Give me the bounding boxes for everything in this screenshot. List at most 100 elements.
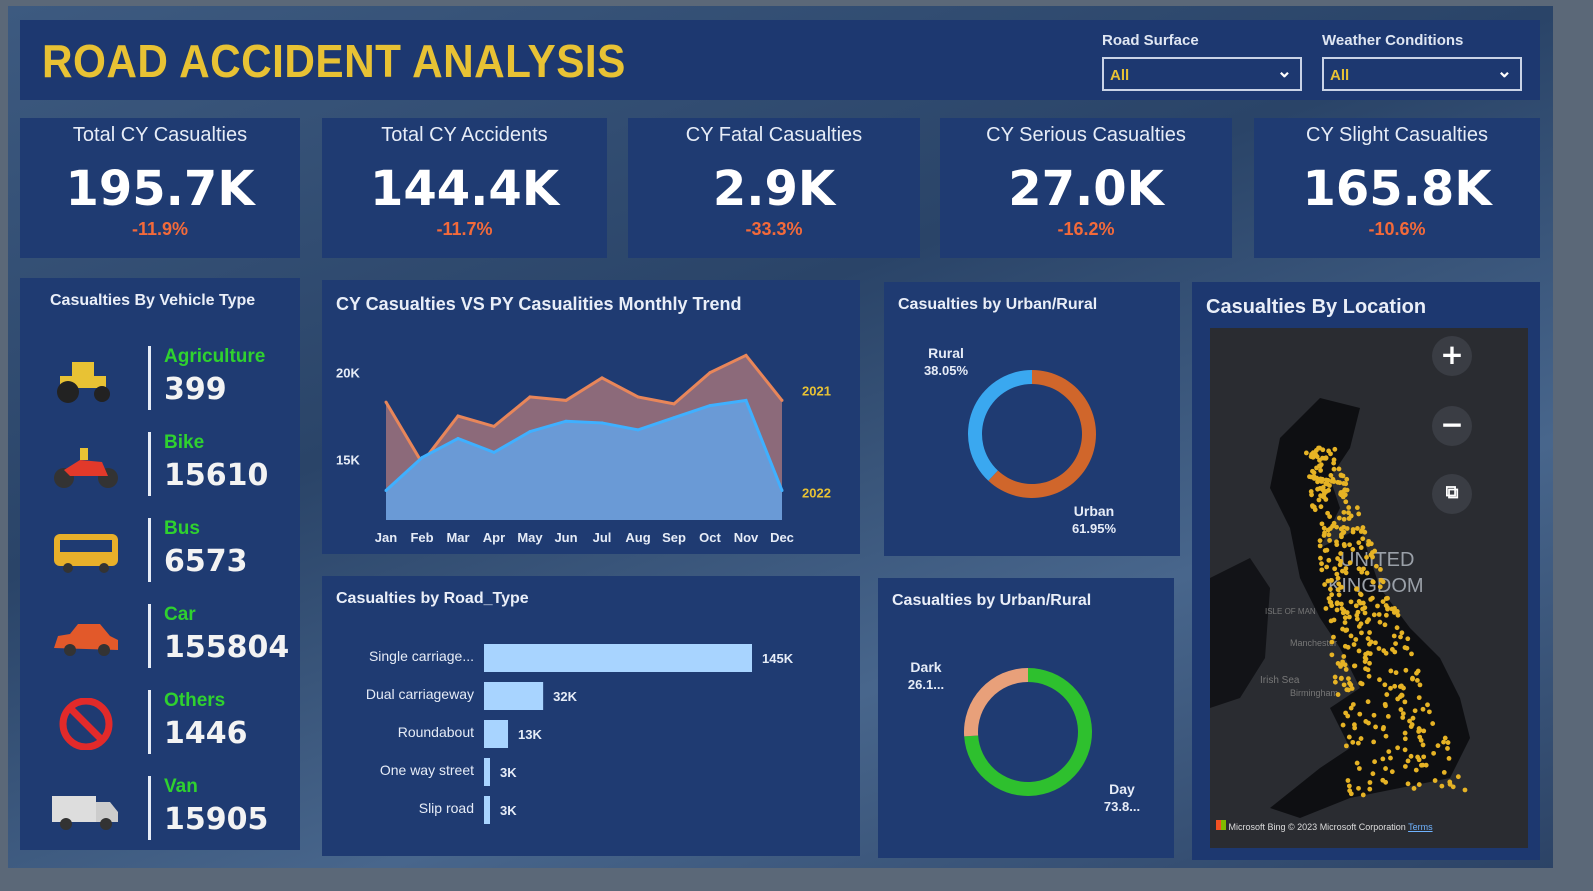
vehicle-item-agriculture[interactable]: Agriculture 399 <box>20 340 300 420</box>
vehicle-item-van[interactable]: Van 15905 <box>20 770 300 850</box>
vehicle-item-bike[interactable]: Bike 15610 <box>20 426 300 506</box>
vehicle-name: Bus <box>164 518 200 539</box>
accident-location-dot <box>1446 756 1452 761</box>
accident-location-dot <box>1364 554 1369 560</box>
accident-location-dot <box>1320 487 1326 493</box>
weather-conditions-dropdown[interactable]: All ⌄ <box>1322 57 1522 91</box>
accident-location-dot <box>1331 457 1337 463</box>
bar-4 <box>484 796 490 824</box>
data-point-2021 <box>744 353 748 357</box>
accident-location-dot <box>1420 706 1426 712</box>
accident-location-dot <box>1381 648 1387 654</box>
accident-location-dot <box>1311 474 1317 479</box>
vehicle-item-others[interactable]: Others 1446 <box>20 684 300 764</box>
accident-location-dot <box>1348 513 1354 519</box>
accident-location-dot <box>1341 529 1347 535</box>
accident-location-dot <box>1382 682 1388 688</box>
accident-location-dot <box>1321 533 1327 538</box>
data-point-2022 <box>708 404 712 408</box>
weather-conditions-filter[interactable]: Weather Conditions All ⌄ <box>1322 32 1522 91</box>
accident-location-dot <box>1325 478 1331 483</box>
vehicle-item-car[interactable]: Car 155804 <box>20 598 300 678</box>
zoom-in-button[interactable]: + <box>1432 336 1472 376</box>
accident-location-dot <box>1377 677 1382 683</box>
accident-location-dot <box>1335 556 1340 561</box>
vehicle-name: Agriculture <box>164 346 266 367</box>
accident-location-dot <box>1323 606 1329 611</box>
accident-location-dot <box>1317 543 1323 549</box>
accident-location-dot <box>1356 785 1361 791</box>
accident-location-dot <box>1402 699 1408 705</box>
accident-location-dot <box>1332 679 1338 685</box>
zoom-out-button[interactable]: − <box>1432 406 1472 446</box>
accident-location-dot <box>1402 736 1408 742</box>
kpi-change: -11.9% <box>131 219 189 239</box>
accident-location-dot <box>1314 454 1320 460</box>
accident-location-dot <box>1402 747 1408 753</box>
divider <box>148 690 151 754</box>
accident-location-dot <box>1376 612 1382 617</box>
accident-location-dot <box>1405 758 1411 764</box>
accident-location-dot <box>1403 667 1409 673</box>
accident-location-dot <box>1445 740 1451 745</box>
terms-link[interactable]: Terms <box>1408 822 1433 832</box>
accident-location-dot <box>1336 581 1342 587</box>
day-dark-donut-chart: Casualties by Urban/Rural Day 73.8... Dark… <box>878 578 1174 858</box>
accident-location-dot <box>1329 639 1335 645</box>
data-point-2022 <box>492 450 496 454</box>
accident-location-dot <box>1378 577 1384 583</box>
accident-location-dot <box>1421 754 1427 760</box>
bar-value-label: 32K <box>553 689 577 704</box>
accident-location-dot <box>1411 786 1417 791</box>
area-2022 <box>386 400 782 520</box>
accident-location-dot <box>1338 551 1344 556</box>
road-surface-filter[interactable]: Road Surface All ⌄ <box>1102 32 1302 91</box>
accident-location-dot <box>1395 612 1401 618</box>
series-label-2021: 2021 <box>802 383 831 398</box>
accident-location-dot <box>1334 571 1340 577</box>
accident-location-dot <box>1439 783 1445 789</box>
accident-location-dot <box>1315 479 1320 485</box>
x-tick-label: Jul <box>593 530 612 545</box>
kpi-total-casualties: Total CY Casualties 195.7K -11.9% <box>20 118 300 258</box>
y-tick-label: 20K <box>336 366 360 381</box>
accident-location-dot <box>1327 538 1333 543</box>
accident-location-dot <box>1417 727 1423 733</box>
accident-location-dot <box>1303 450 1309 456</box>
data-point-2022 <box>780 489 784 493</box>
dropdown-value: All <box>1110 67 1130 84</box>
accident-location-dot <box>1328 473 1334 478</box>
accident-location-dot <box>1308 489 1314 494</box>
accident-location-dot <box>1359 681 1365 687</box>
filter-label: Weather Conditions <box>1322 32 1464 49</box>
divider <box>148 518 151 582</box>
accident-location-dot <box>1349 686 1355 691</box>
accident-location-dot <box>1337 480 1343 486</box>
vehicle-item-bus[interactable]: Bus 6573 <box>20 512 300 592</box>
slice-value: 61.95% <box>1072 521 1117 536</box>
accident-location-dot <box>1345 713 1351 719</box>
accident-location-dot <box>1315 486 1320 492</box>
accident-location-dot <box>1329 577 1334 583</box>
accident-location-dot <box>1326 596 1332 601</box>
data-point-2021 <box>672 402 676 406</box>
dashboard-title: ROAD ACCIDENT ANALYSIS <box>42 35 626 87</box>
accident-location-dot <box>1377 619 1383 625</box>
select-region-button[interactable]: ⧉ <box>1432 474 1472 514</box>
accident-location-dot <box>1402 730 1408 736</box>
road-surface-dropdown[interactable]: All ⌄ <box>1102 57 1302 91</box>
map-canvas[interactable]: UNITED KINGDOM ISLE OF MAN Manchester Ir… <box>1210 328 1528 848</box>
y-tick-label: 15K <box>336 452 360 467</box>
accident-location-dot <box>1356 598 1362 604</box>
accident-location-dot <box>1352 725 1358 731</box>
accident-location-dot <box>1321 525 1327 531</box>
accident-location-dot <box>1432 778 1438 783</box>
accident-location-dot <box>1371 712 1377 718</box>
accident-location-dot <box>1364 570 1370 576</box>
slice-value: 38.05% <box>924 363 969 378</box>
bus-icon <box>50 526 122 578</box>
accident-location-dot <box>1328 600 1334 605</box>
accident-location-dot <box>1342 643 1348 649</box>
accident-location-dot <box>1414 670 1419 676</box>
accident-location-dot <box>1364 619 1370 625</box>
